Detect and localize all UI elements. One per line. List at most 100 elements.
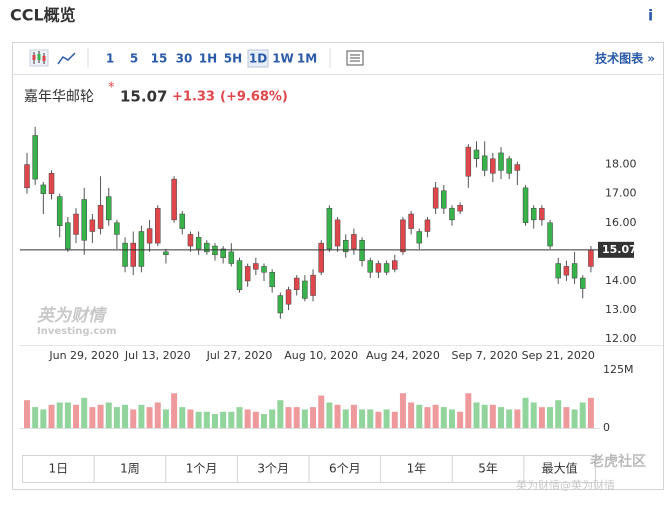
- quote-change: +1.33: [172, 90, 215, 105]
- volume-bar: [310, 407, 317, 428]
- candle-body: [212, 245, 218, 256]
- candle-body: [155, 207, 161, 244]
- x-tick-label: Jun 29, 2020: [48, 349, 119, 362]
- x-tick-label: Sep 21, 2020: [522, 349, 595, 362]
- volume-tick-label: 0: [603, 421, 610, 434]
- interval-button[interactable]: 5H: [224, 52, 242, 66]
- candle-body: [416, 231, 423, 244]
- candle-body: [441, 190, 447, 209]
- range-button[interactable]: 3个月: [257, 462, 289, 476]
- candle-body: [285, 289, 292, 305]
- candle-body: [318, 242, 324, 273]
- quote-star: *: [108, 81, 115, 96]
- range-button[interactable]: 1个月: [186, 462, 218, 476]
- candle-body: [236, 260, 243, 290]
- candle-body: [48, 173, 55, 194]
- y-tick-label: 13.00: [605, 303, 637, 316]
- candle-body: [400, 219, 406, 253]
- volume-bar: [122, 404, 129, 428]
- candle-body: [392, 260, 398, 270]
- price-tag: [598, 241, 634, 258]
- candle-body: [547, 222, 553, 247]
- candle-body: [171, 178, 177, 221]
- volume-bar: [32, 407, 39, 428]
- volume-bar: [195, 411, 202, 428]
- interval-button[interactable]: 1H: [199, 52, 217, 66]
- volume-bar: [40, 409, 47, 428]
- candle-body: [130, 242, 136, 267]
- interval-button[interactable]: 15: [151, 52, 168, 66]
- volume-bar: [211, 414, 218, 428]
- volume-bar: [285, 407, 292, 428]
- volume-bar: [252, 411, 259, 428]
- y-tick-label: 18.00: [605, 158, 637, 171]
- quote-change-percent: (+9.68%): [220, 90, 288, 105]
- volume-bar: [228, 411, 235, 428]
- interval-button[interactable]: 1: [106, 52, 114, 66]
- footer-community: 老虎社区: [590, 453, 646, 470]
- volume-bar: [220, 411, 227, 428]
- volume-bar: [522, 397, 529, 428]
- candle-icon[interactable]: [29, 49, 49, 67]
- range-button[interactable]: 5年: [478, 462, 498, 476]
- volume-bar: [301, 409, 308, 428]
- volume-bar: [530, 402, 537, 428]
- candle-body: [326, 207, 333, 250]
- candle-body: [383, 263, 390, 273]
- candle-body: [89, 219, 96, 232]
- candle-body: [97, 205, 104, 229]
- volume-bar: [64, 402, 71, 428]
- volume-bar: [277, 400, 284, 428]
- candle-body: [449, 207, 455, 221]
- interval-button[interactable]: 5: [130, 52, 138, 66]
- candle-body: [530, 207, 537, 221]
- candle-body: [473, 149, 480, 159]
- candle-body: [293, 277, 300, 290]
- volume-bar: [350, 404, 357, 428]
- volume-bar: [130, 409, 137, 428]
- volume-bar: [162, 409, 169, 428]
- volume-bar: [440, 407, 447, 428]
- volume-bar: [555, 400, 562, 428]
- technical-link[interactable]: 技术图表 »: [595, 51, 655, 66]
- candle-body: [204, 242, 210, 253]
- range-button[interactable]: 1年: [407, 462, 427, 476]
- range-button[interactable]: 1日: [48, 462, 68, 476]
- interval-button[interactable]: 30: [176, 52, 193, 66]
- interval-button[interactable]: 1W: [272, 52, 294, 66]
- volume-bar: [587, 397, 594, 428]
- interval-button[interactable]: 1M: [297, 52, 317, 66]
- frame: [12, 42, 664, 490]
- x-tick-label: Aug 10, 2020: [284, 349, 358, 362]
- candle-body: [220, 248, 226, 258]
- volume-bar: [171, 393, 178, 428]
- candle-body: [571, 263, 578, 279]
- candle-body: [367, 260, 374, 273]
- x-tick-label: Jul 27, 2020: [206, 349, 273, 362]
- volume-bar: [293, 407, 300, 428]
- range-button[interactable]: 1周: [120, 462, 140, 476]
- volume-bar: [383, 409, 390, 428]
- volume-bar: [138, 404, 145, 428]
- candle-body: [261, 266, 267, 273]
- info-icon[interactable]: i: [648, 7, 653, 25]
- candle-body: [465, 146, 472, 177]
- volume-bar: [261, 414, 268, 428]
- interval-button[interactable]: 1D: [249, 52, 267, 66]
- volume-bar: [465, 393, 472, 428]
- line-icon[interactable]: [57, 52, 76, 65]
- volume-bar: [367, 409, 374, 428]
- candle-body: [334, 219, 341, 247]
- range-button[interactable]: 6个月: [329, 462, 361, 476]
- volume-bar: [481, 404, 488, 428]
- volume-bar: [326, 402, 333, 428]
- interval-active: [247, 49, 269, 68]
- candle-body: [342, 239, 349, 253]
- volume-tick-label: 125M: [603, 363, 634, 376]
- volume-bar: [342, 409, 349, 428]
- volume-bar: [489, 404, 496, 428]
- range-button[interactable]: 最大值: [542, 461, 578, 476]
- candle-body: [579, 277, 586, 289]
- indicator-icon[interactable]: [346, 50, 364, 66]
- candle-body: [522, 187, 529, 224]
